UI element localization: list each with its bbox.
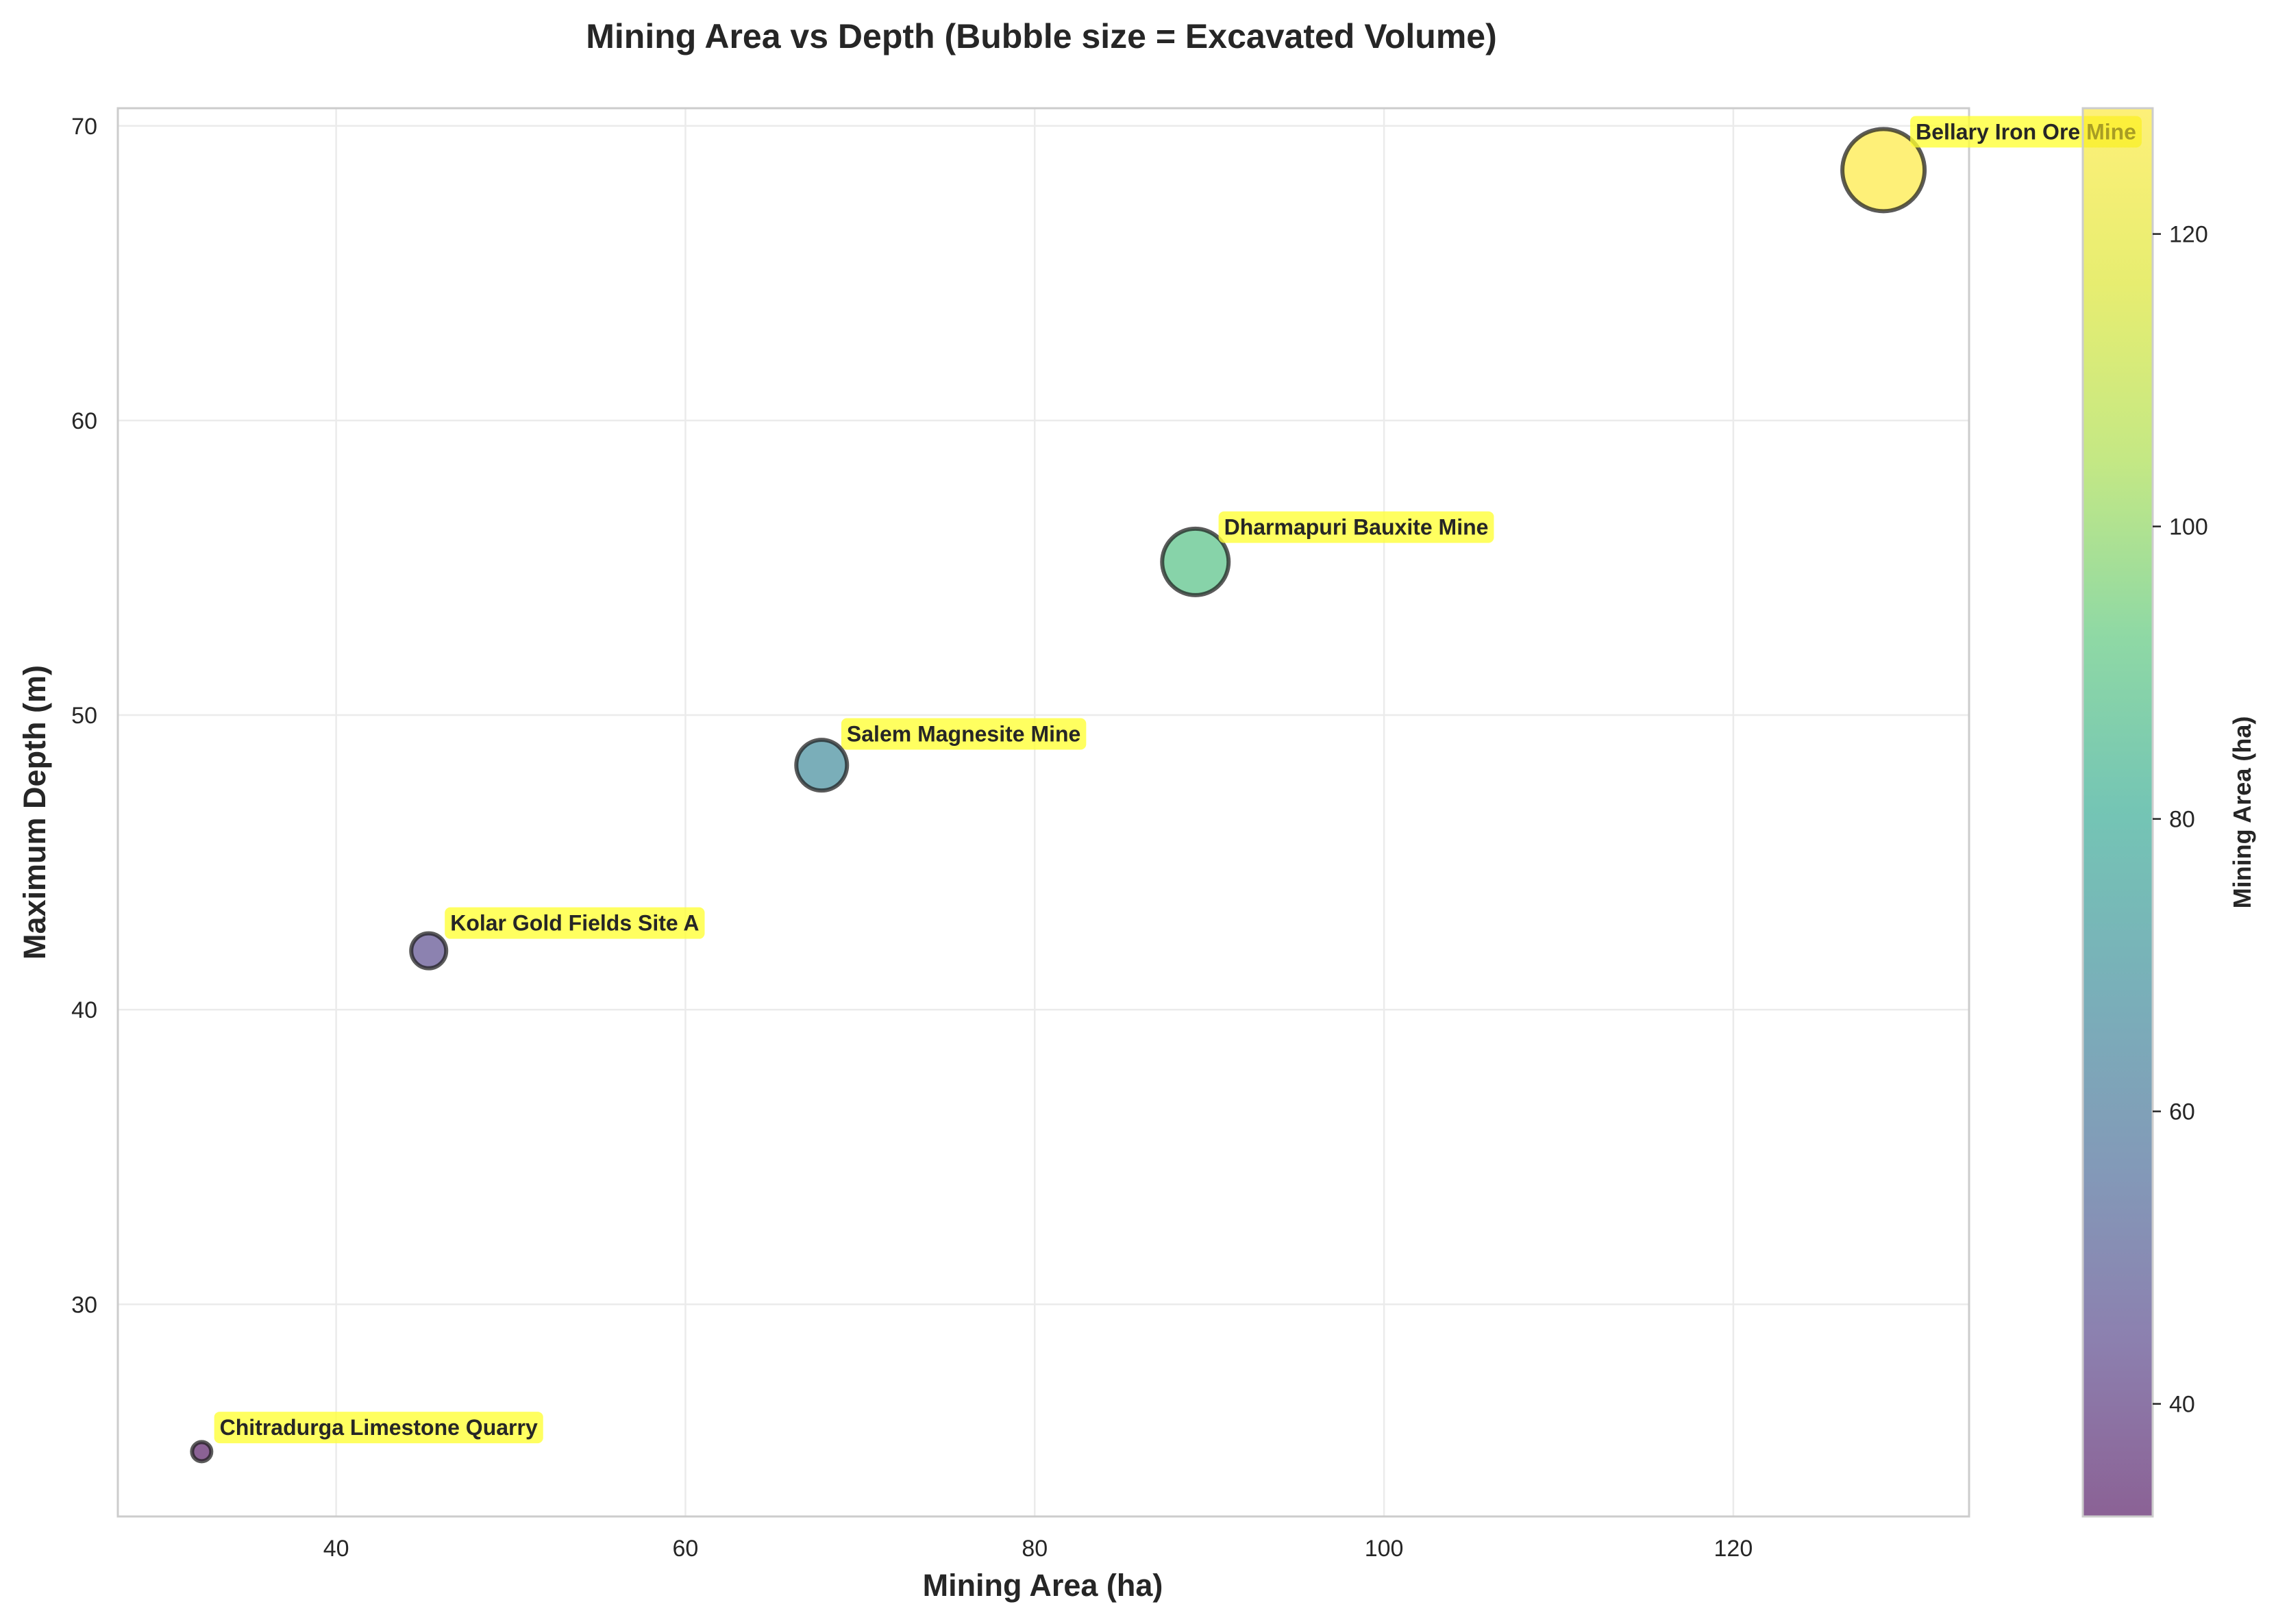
plot-background — [118, 108, 1969, 1516]
y-tick-label: 30 — [71, 1292, 97, 1318]
point-label: Salem Magnesite Mine — [847, 722, 1080, 747]
colorbar-tick-label: 100 — [2169, 514, 2208, 540]
point-label: Kolar Gold Fields Site A — [450, 911, 699, 936]
point-label: Chitradurga Limestone Quarry — [220, 1415, 538, 1440]
annotation-box — [1218, 511, 1494, 543]
x-axis-ticks: 40 60 80 100 120 — [323, 1536, 1753, 1562]
colorbar-tick-label: 120 — [2169, 222, 2208, 248]
y-tick-label: 60 — [71, 408, 97, 434]
y-tick-label: 50 — [71, 703, 97, 729]
x-axis-label: Mining Area (ha) — [923, 1568, 1163, 1603]
colorbar — [2083, 108, 2153, 1516]
data-points — [190, 127, 1927, 1464]
scatter-point — [190, 1440, 214, 1464]
point-annotations: Chitradurga Limestone Quarry Kolar Gold F… — [214, 116, 2142, 1444]
colorbar-tick-label: 40 — [2169, 1392, 2195, 1418]
annotation-box — [445, 907, 705, 939]
scatter-point — [1160, 526, 1231, 597]
colorbar-ticks: 40 60 80 100 120 — [2153, 222, 2208, 1418]
scatter-point — [794, 738, 850, 793]
y-axis-ticks: 30 40 50 60 70 — [71, 114, 97, 1319]
grid-lines — [118, 108, 1969, 1516]
x-tick-label: 40 — [323, 1536, 349, 1562]
x-tick-label: 80 — [1022, 1536, 1048, 1562]
point-label: Dharmapuri Bauxite Mine — [1224, 515, 1489, 540]
y-axis-label: Maximum Depth (m) — [17, 665, 52, 960]
annotation-box — [214, 1412, 543, 1444]
scatter-point — [1840, 127, 1927, 214]
chart-title: Mining Area vs Depth (Bubble size = Exca… — [586, 17, 1497, 55]
x-tick-label: 120 — [1714, 1536, 1753, 1562]
scatter-point — [409, 931, 449, 971]
colorbar-tick-label: 60 — [2169, 1099, 2195, 1125]
colorbar-frame — [2081, 107, 2154, 1518]
colorbar-tick-label: 80 — [2169, 807, 2195, 833]
x-tick-label: 60 — [673, 1536, 699, 1562]
y-tick-label: 40 — [71, 997, 97, 1023]
colorbar-label: Mining Area (ha) — [2228, 716, 2256, 909]
y-tick-label: 70 — [71, 114, 97, 140]
x-tick-label: 100 — [1365, 1536, 1404, 1562]
plot-frame — [116, 107, 1970, 1518]
annotation-box — [841, 718, 1087, 750]
